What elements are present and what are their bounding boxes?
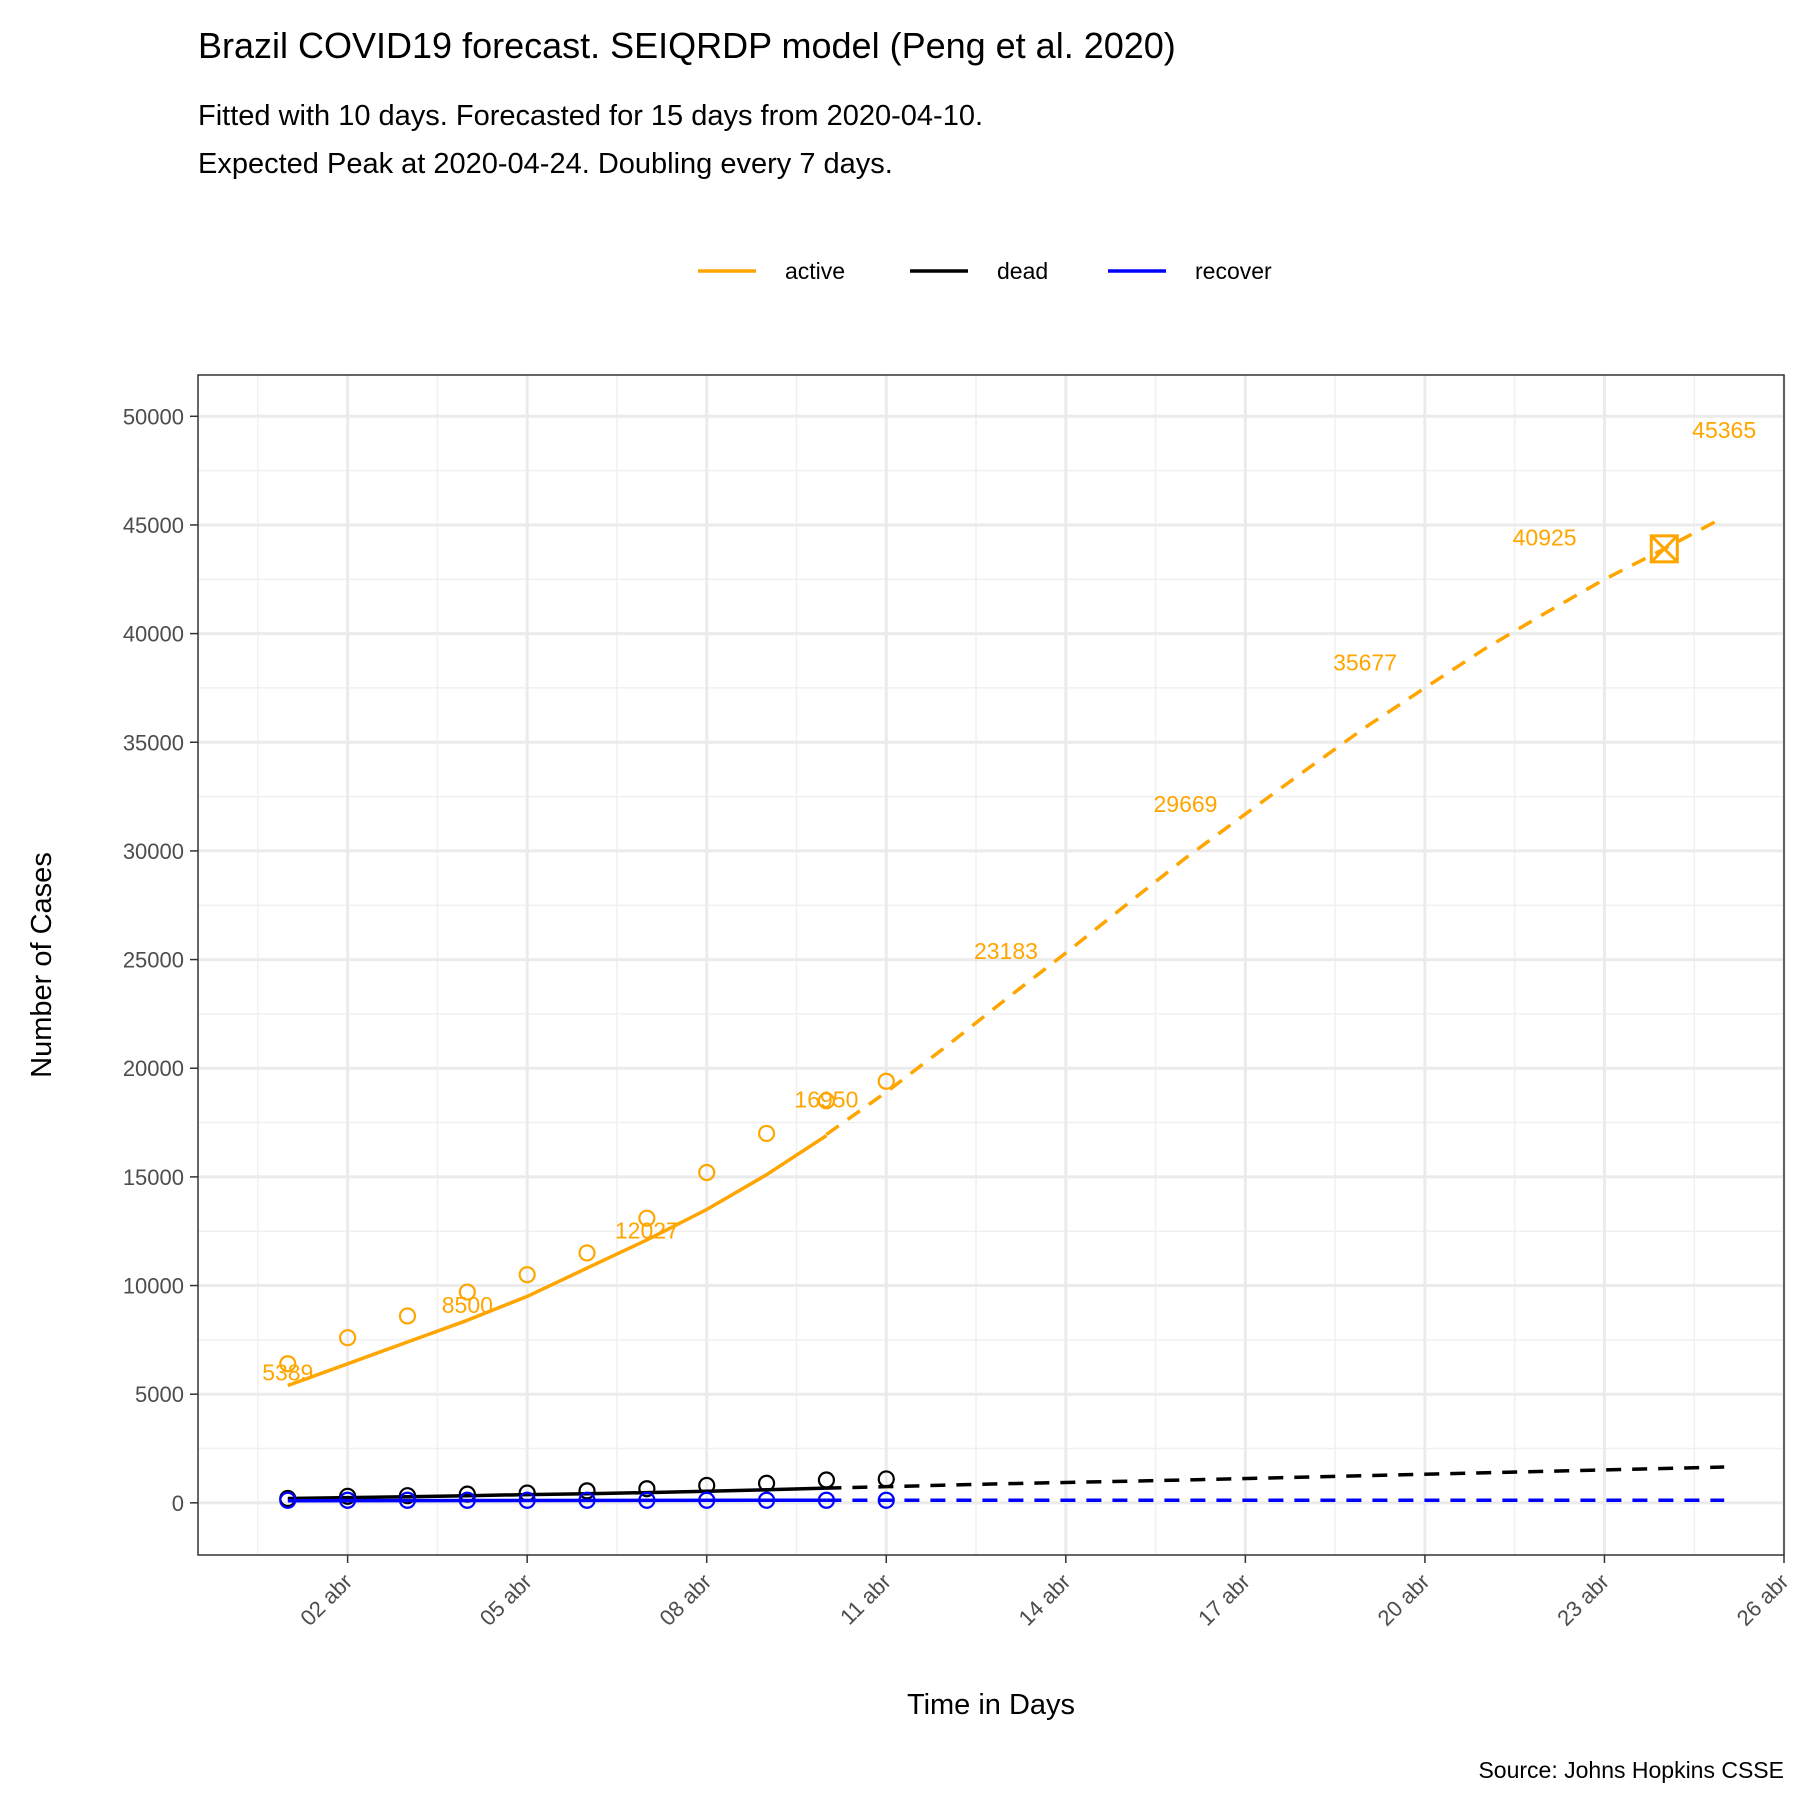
- legend: active dead recover: [698, 258, 1272, 284]
- active-observed-point: [279, 1355, 297, 1373]
- recover-observed-point: [339, 1491, 357, 1509]
- recover-observed-point: [817, 1491, 836, 1509]
- dead-observed-point: [638, 1480, 656, 1498]
- y-tick-label: 30000: [123, 839, 184, 864]
- source-caption: Source: Johns Hopkins CSSE: [1478, 1757, 1784, 1783]
- legend-label-recover: recover: [1195, 258, 1272, 284]
- y-axis-title: Number of Cases: [26, 852, 58, 1078]
- series-active: [279, 515, 1726, 1388]
- data-label: 29669: [1154, 791, 1218, 817]
- active-observed-point: [518, 1266, 536, 1284]
- active-observed-point: [398, 1307, 417, 1325]
- data-label: 45365: [1692, 417, 1756, 443]
- recover-observed-point: [638, 1491, 656, 1509]
- active-observed-point: [638, 1209, 656, 1227]
- active-observed-point: [877, 1072, 895, 1090]
- y-tick-label: 50000: [123, 404, 184, 429]
- y-tick-label: 45000: [123, 513, 184, 538]
- plot-panel: 5389 8500 12027 16950 23183 29669 35677 40925 45…: [197, 374, 1786, 1556]
- dead-fitted-line: [287, 1486, 827, 1501]
- series-recover: [279, 1491, 1725, 1509]
- series-layer: [279, 515, 1726, 1509]
- chart-title: Brazil COVID19 forecast. SEIQRDP model (…: [198, 25, 1176, 66]
- y-tick-label: 0: [172, 1491, 184, 1516]
- data-label: 16950: [794, 1087, 858, 1113]
- recover-observed-point: [757, 1491, 776, 1509]
- x-axis-title: Time in Days: [907, 1689, 1075, 1721]
- active-observed-point: [698, 1163, 716, 1182]
- recover-observed-point: [458, 1491, 476, 1509]
- y-tick-label: 25000: [123, 948, 184, 973]
- recover-observed-point: [578, 1491, 596, 1509]
- data-label: 8500: [442, 1292, 493, 1318]
- y-axis: 0 5000 10000 15000 20000 25000 30000 35000 40000…: [123, 404, 198, 1516]
- dead-observed-point: [398, 1487, 417, 1505]
- dead-observed-point: [817, 1471, 836, 1489]
- chart-subtitle-line-1: Fitted with 10 days. Forecasted for 15 d…: [198, 100, 983, 132]
- active-observed-point: [757, 1124, 776, 1143]
- active-fitted-line: [287, 1134, 828, 1388]
- recover-observed-point: [398, 1491, 417, 1509]
- recover-observed-point: [518, 1491, 536, 1509]
- chart-subtitle-line-2: Expected Peak at 2020-04-24. Doubling ev…: [198, 148, 893, 180]
- data-label: 23183: [974, 938, 1038, 964]
- y-tick-label: 15000: [123, 1165, 184, 1190]
- dead-observed-point: [877, 1470, 895, 1488]
- legend-label-dead: dead: [997, 258, 1048, 284]
- grid: [198, 375, 1786, 1555]
- active-observed-point: [817, 1092, 836, 1110]
- panel-background: [198, 375, 1784, 1555]
- active-forecast-line: [825, 515, 1726, 1136]
- y-tick-label: 10000: [123, 1274, 184, 1299]
- data-label: 40925: [1513, 524, 1577, 550]
- y-tick-label: 40000: [123, 622, 184, 647]
- active-observed-point: [578, 1244, 596, 1262]
- dead-forecast-line: [826, 1465, 1725, 1490]
- panel-border: [197, 374, 1785, 1556]
- recover-observed-point: [877, 1491, 895, 1509]
- peak-marker: [1649, 534, 1679, 564]
- dead-observed-point: [757, 1474, 776, 1492]
- recover-fitted-line: [287, 1498, 827, 1503]
- peak-marker-cross: [1650, 534, 1679, 563]
- y-tick-label: 35000: [123, 730, 184, 755]
- recover-observed-point: [279, 1491, 297, 1509]
- dead-observed-point: [578, 1482, 596, 1500]
- legend-label-active: active: [785, 258, 845, 284]
- y-tick-label: 5000: [135, 1382, 184, 1407]
- data-label: 35677: [1333, 649, 1397, 675]
- active-observed-point: [458, 1283, 476, 1301]
- y-tick-label: 20000: [123, 1056, 184, 1081]
- recover-observed-point: [698, 1491, 716, 1509]
- data-labels: 5389 8500 12027 16950 23183 29669 35677 40925 45…: [262, 417, 1756, 1386]
- active-observed-point: [339, 1329, 357, 1347]
- data-label: 5389: [262, 1360, 313, 1386]
- data-label: 12027: [615, 1218, 679, 1244]
